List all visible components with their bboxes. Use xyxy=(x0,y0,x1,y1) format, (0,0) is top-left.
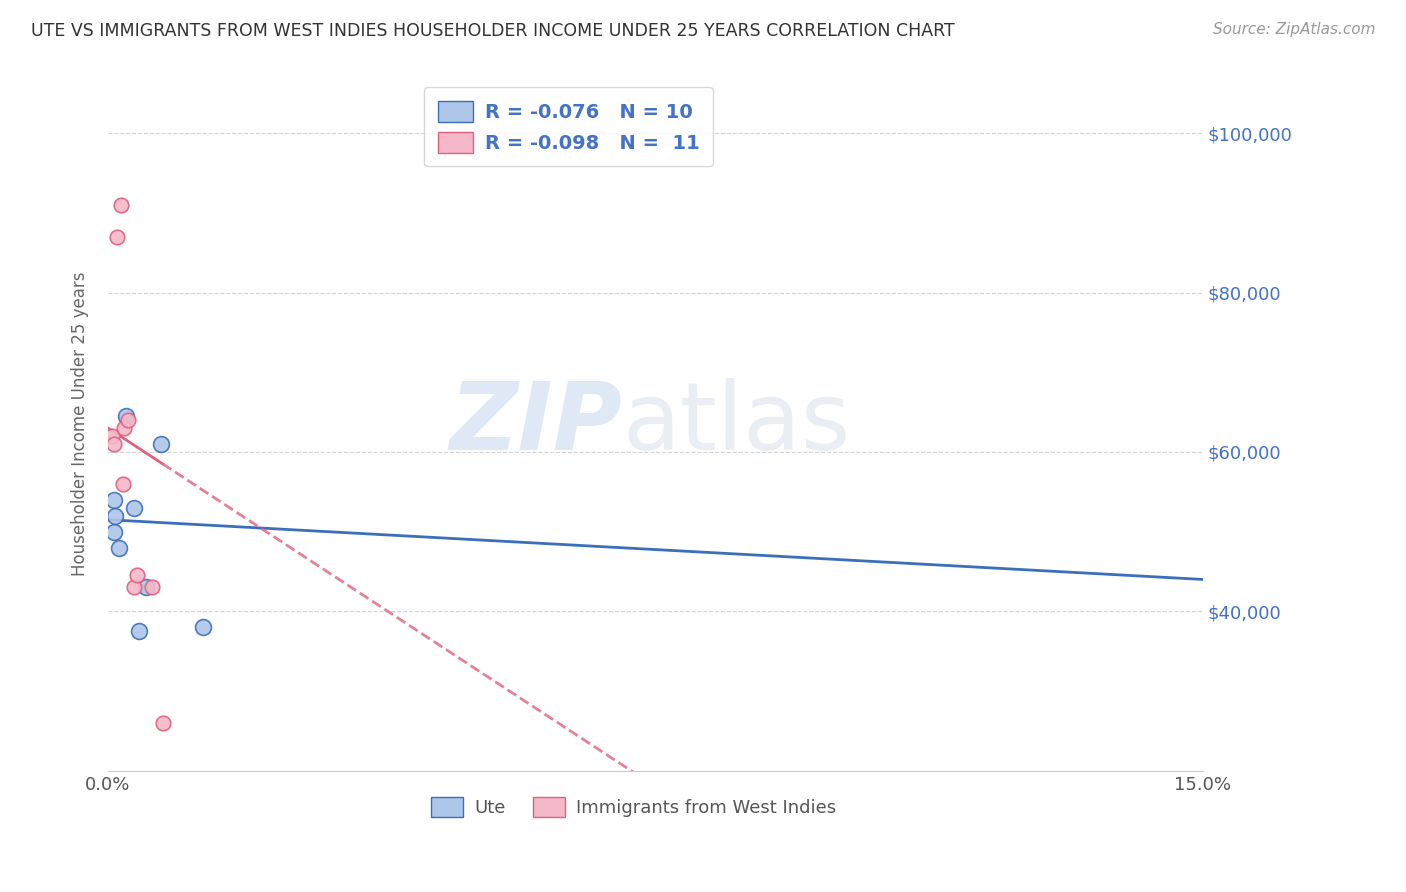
Point xyxy=(135,581,157,595)
Point xyxy=(141,581,163,595)
Point xyxy=(117,413,139,427)
Point xyxy=(103,524,125,539)
Point xyxy=(128,624,150,639)
Point xyxy=(103,492,125,507)
Point xyxy=(112,421,135,435)
Point xyxy=(115,409,138,423)
Point xyxy=(104,508,127,523)
Point xyxy=(127,568,149,582)
Point xyxy=(105,229,128,244)
Point xyxy=(149,437,172,451)
Text: ZIP: ZIP xyxy=(450,378,623,470)
Point xyxy=(191,620,214,634)
Point xyxy=(100,429,122,443)
Point xyxy=(103,437,125,451)
Point xyxy=(110,198,132,212)
Point xyxy=(108,541,131,555)
Point xyxy=(122,581,145,595)
Point xyxy=(122,500,145,515)
Y-axis label: Householder Income Under 25 years: Householder Income Under 25 years xyxy=(72,272,89,576)
Legend: Ute, Immigrants from West Indies: Ute, Immigrants from West Indies xyxy=(423,789,844,824)
Point xyxy=(152,715,174,730)
Text: atlas: atlas xyxy=(623,378,851,470)
Point xyxy=(111,476,134,491)
Text: UTE VS IMMIGRANTS FROM WEST INDIES HOUSEHOLDER INCOME UNDER 25 YEARS CORRELATION: UTE VS IMMIGRANTS FROM WEST INDIES HOUSE… xyxy=(31,22,955,40)
Text: Source: ZipAtlas.com: Source: ZipAtlas.com xyxy=(1212,22,1375,37)
